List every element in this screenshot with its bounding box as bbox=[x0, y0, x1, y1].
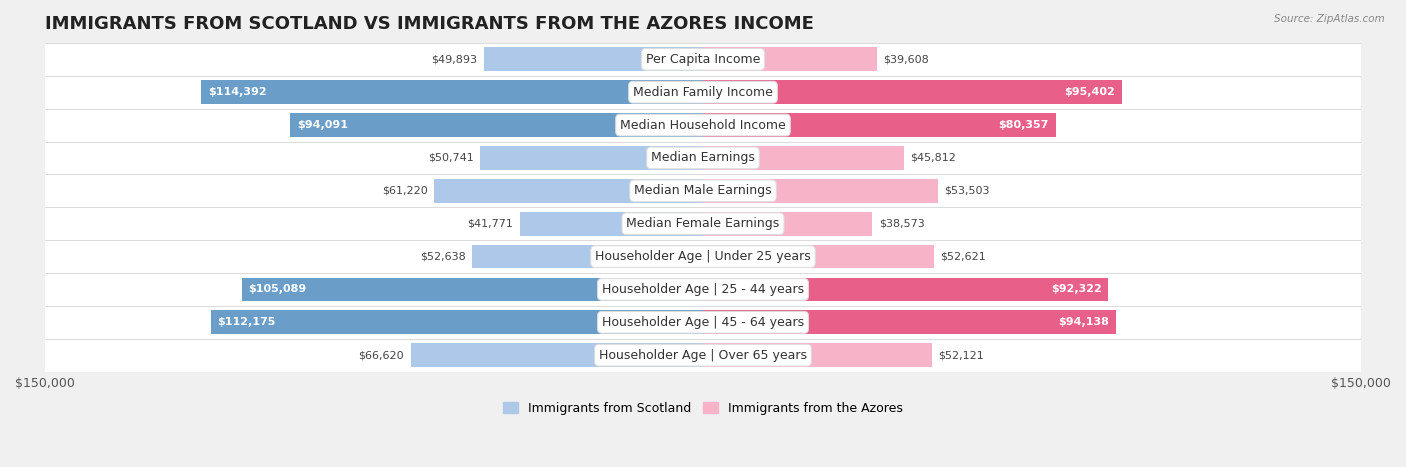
Text: $94,138: $94,138 bbox=[1059, 317, 1109, 327]
Bar bbox=[242, 277, 703, 301]
Text: $50,741: $50,741 bbox=[427, 153, 474, 163]
Text: Householder Age | Over 65 years: Householder Age | Over 65 years bbox=[599, 349, 807, 361]
Text: Median Family Income: Median Family Income bbox=[633, 86, 773, 99]
Bar bbox=[520, 212, 703, 235]
Text: Householder Age | 25 - 44 years: Householder Age | 25 - 44 years bbox=[602, 283, 804, 296]
FancyBboxPatch shape bbox=[45, 240, 1361, 273]
FancyBboxPatch shape bbox=[45, 339, 1361, 372]
Text: $92,322: $92,322 bbox=[1050, 284, 1101, 294]
Text: Median Male Earnings: Median Male Earnings bbox=[634, 184, 772, 198]
Text: $49,893: $49,893 bbox=[432, 54, 478, 64]
FancyBboxPatch shape bbox=[45, 174, 1361, 207]
Bar bbox=[703, 80, 1122, 104]
Text: $94,091: $94,091 bbox=[297, 120, 347, 130]
Bar bbox=[703, 277, 1108, 301]
Bar bbox=[484, 48, 703, 71]
Text: $45,812: $45,812 bbox=[911, 153, 956, 163]
Bar bbox=[703, 245, 934, 269]
Bar bbox=[703, 146, 904, 170]
Text: $105,089: $105,089 bbox=[249, 284, 307, 294]
Text: Per Capita Income: Per Capita Income bbox=[645, 53, 761, 66]
FancyBboxPatch shape bbox=[45, 306, 1361, 339]
Text: Householder Age | Under 25 years: Householder Age | Under 25 years bbox=[595, 250, 811, 263]
FancyBboxPatch shape bbox=[45, 142, 1361, 174]
Text: $66,620: $66,620 bbox=[359, 350, 404, 360]
Text: IMMIGRANTS FROM SCOTLAND VS IMMIGRANTS FROM THE AZORES INCOME: IMMIGRANTS FROM SCOTLAND VS IMMIGRANTS F… bbox=[45, 15, 814, 33]
FancyBboxPatch shape bbox=[45, 43, 1361, 76]
Text: Householder Age | 45 - 64 years: Householder Age | 45 - 64 years bbox=[602, 316, 804, 329]
Text: Median Household Income: Median Household Income bbox=[620, 119, 786, 132]
Legend: Immigrants from Scotland, Immigrants from the Azores: Immigrants from Scotland, Immigrants fro… bbox=[503, 402, 903, 415]
Bar bbox=[703, 212, 872, 235]
Text: $41,771: $41,771 bbox=[467, 219, 513, 229]
Text: $114,392: $114,392 bbox=[208, 87, 266, 97]
FancyBboxPatch shape bbox=[45, 109, 1361, 142]
Text: $95,402: $95,402 bbox=[1064, 87, 1115, 97]
Text: Median Female Earnings: Median Female Earnings bbox=[627, 217, 779, 230]
Text: $52,621: $52,621 bbox=[941, 252, 986, 262]
Text: $38,573: $38,573 bbox=[879, 219, 925, 229]
Text: $52,638: $52,638 bbox=[420, 252, 465, 262]
Text: $52,121: $52,121 bbox=[938, 350, 984, 360]
Bar bbox=[290, 113, 703, 137]
FancyBboxPatch shape bbox=[45, 76, 1361, 109]
Text: $53,503: $53,503 bbox=[945, 186, 990, 196]
Bar bbox=[703, 113, 1056, 137]
Bar bbox=[411, 343, 703, 367]
Text: $61,220: $61,220 bbox=[382, 186, 427, 196]
Text: Median Earnings: Median Earnings bbox=[651, 151, 755, 164]
Bar bbox=[434, 179, 703, 203]
Bar bbox=[703, 343, 932, 367]
Bar bbox=[201, 80, 703, 104]
FancyBboxPatch shape bbox=[45, 273, 1361, 306]
FancyBboxPatch shape bbox=[45, 207, 1361, 240]
Text: Source: ZipAtlas.com: Source: ZipAtlas.com bbox=[1274, 14, 1385, 24]
Text: $112,175: $112,175 bbox=[218, 317, 276, 327]
Bar bbox=[211, 311, 703, 334]
Bar bbox=[703, 179, 938, 203]
Bar bbox=[481, 146, 703, 170]
Bar bbox=[703, 311, 1116, 334]
Text: $80,357: $80,357 bbox=[998, 120, 1049, 130]
Bar bbox=[472, 245, 703, 269]
Bar bbox=[703, 48, 877, 71]
Text: $39,608: $39,608 bbox=[883, 54, 929, 64]
